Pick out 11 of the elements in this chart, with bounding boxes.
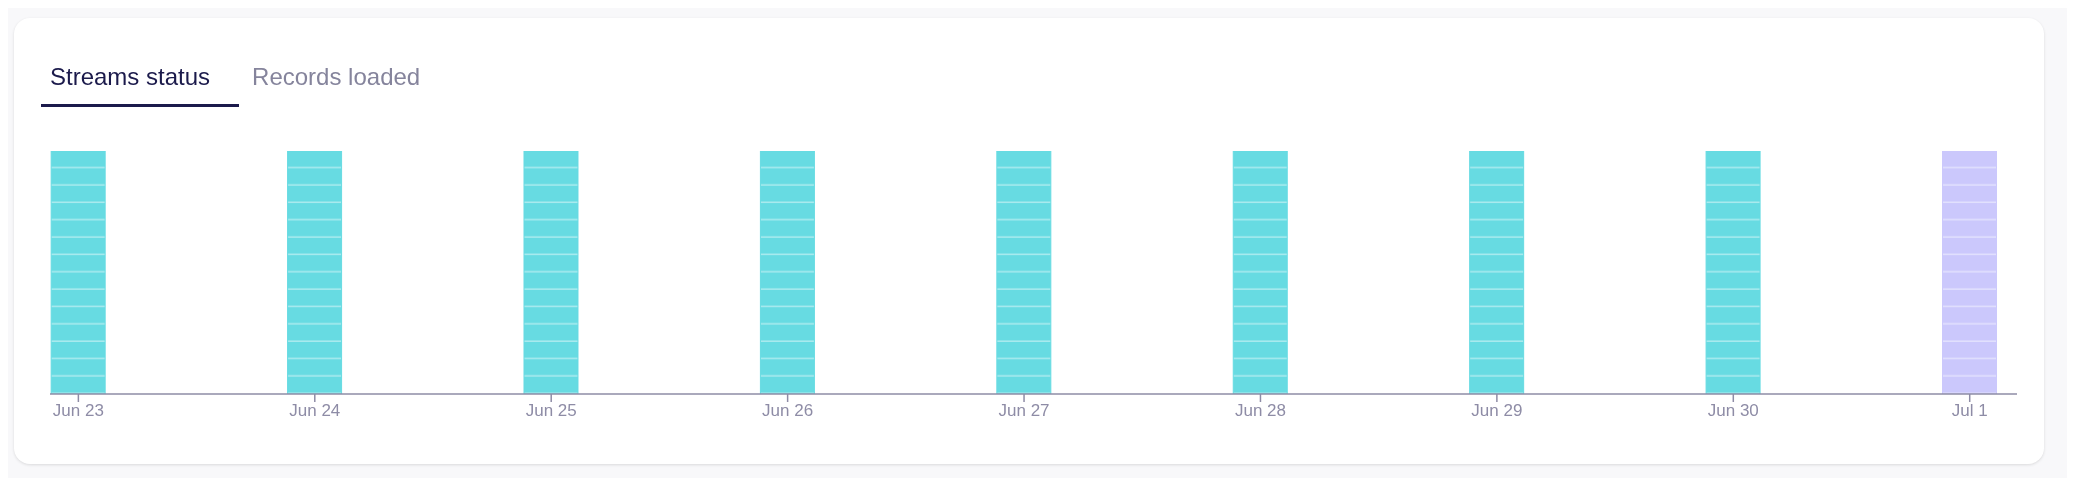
x-tick-label: Jul 1 — [1951, 401, 1988, 421]
x-tick-label: Jun 29 — [1471, 401, 1523, 421]
x-tick-label: Jun 26 — [762, 401, 814, 421]
x-tick-label: Jun 28 — [1234, 401, 1286, 421]
chart-title: Streams status — [50, 62, 211, 92]
x-tick-label: Jun 27 — [998, 401, 1050, 421]
text: Records loaded — [252, 62, 421, 92]
x-tick-label: Jun 24 — [289, 401, 341, 421]
x-tick-label: Jun 23 — [52, 401, 104, 421]
x-tick-label: Jun 30 — [1707, 401, 1759, 421]
x-tick-label: Jun 25 — [525, 401, 577, 421]
